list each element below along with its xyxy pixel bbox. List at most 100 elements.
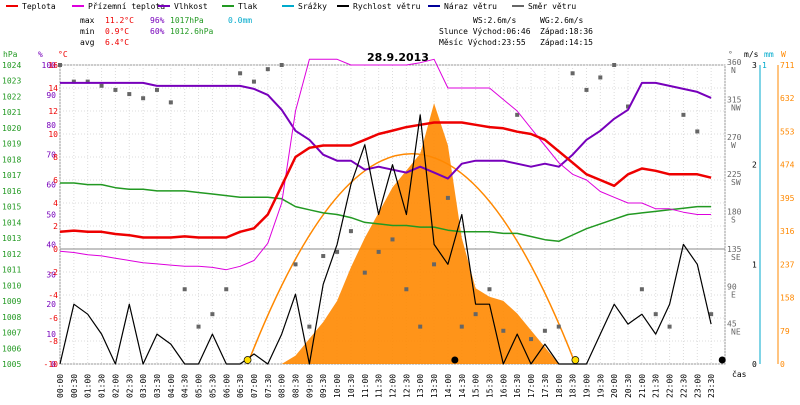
temp-tick: 4: [53, 199, 58, 208]
dir-tick-deg: 225: [727, 170, 742, 179]
dir-tick-name: NW: [731, 103, 741, 112]
wind-direction-point: [376, 249, 381, 254]
temp-tick: -2: [48, 268, 58, 277]
wind-direction-point: [251, 79, 256, 84]
time-tick: 11:00: [361, 374, 370, 398]
time-tick: 11:30: [375, 374, 384, 398]
temp-tick: 2: [53, 222, 58, 231]
stats-block: max 11.2°C 96% 1017hPa 0.0mm min 0.9°C 6…: [80, 16, 252, 47]
time-tick: 09:00: [305, 374, 314, 398]
ms-tick: 2: [752, 161, 757, 170]
series-line-press: [60, 182, 712, 243]
pct-tick: 40: [46, 240, 56, 249]
temp-tick: 8: [53, 153, 58, 162]
dir-tick-deg: 270: [727, 133, 742, 142]
ms-tick: 1: [752, 260, 757, 269]
wind-direction-point: [71, 79, 76, 84]
stats-avg-temp: 6.4°C: [105, 38, 129, 47]
stats-min-temp: 0.9°C: [105, 27, 129, 36]
w-tick: 237: [780, 260, 795, 269]
info-block: WS:2.6m/s WG:2.6m/s Slunce Východ:06:46 …: [439, 16, 593, 47]
wind-direction-point: [113, 87, 118, 92]
time-tick: 03:30: [153, 374, 162, 398]
stats-max-rain: 0.0mm: [228, 16, 252, 25]
time-tick: 05:30: [208, 374, 217, 398]
axis-unit-time: čas: [732, 369, 747, 379]
info-moon: Měsíc Východ:23:55: [439, 38, 526, 47]
hpa-tick: 1005: [2, 360, 21, 369]
solar-layer: [60, 103, 712, 365]
time-tick: 14:30: [458, 374, 467, 398]
series-line-wind: [59, 114, 712, 365]
chart-title: 28.9.2013: [367, 51, 429, 64]
temp-tick: -6: [48, 314, 58, 323]
hpa-tick: 1016: [2, 187, 21, 196]
temp-tick: -4: [48, 291, 58, 300]
time-tick: 06:30: [236, 374, 245, 398]
axis-unit-degc: °C: [58, 50, 68, 59]
legend-label-6: Náraz větru: [444, 2, 497, 11]
time-tick: 21:30: [652, 374, 661, 398]
legend-label-4: Srážky: [298, 2, 327, 11]
pct-tick: 90: [46, 91, 56, 100]
time-tick: 00:30: [70, 374, 79, 398]
time-tick: 06:00: [222, 374, 231, 398]
temp-tick: 12: [48, 107, 58, 116]
pct-tick: 70: [46, 151, 56, 160]
time-tick: 21:00: [638, 374, 647, 398]
w-tick: 158: [780, 294, 795, 303]
pct-tick: 30: [46, 270, 56, 279]
time-tick: 04:00: [167, 374, 176, 398]
pct-tick: 50: [46, 211, 56, 220]
hpa-tick: 1015: [2, 203, 21, 212]
wind-direction-point: [127, 92, 132, 97]
time-tick: 12:00: [389, 374, 398, 398]
temp-tick: -10: [44, 360, 59, 369]
pct-tick: 60: [46, 181, 56, 190]
wind-direction-point: [667, 324, 672, 329]
time-tick: 07:30: [264, 374, 273, 398]
time-tick: 22:00: [666, 374, 675, 398]
time-tick: 04:30: [181, 374, 190, 398]
hpa-tick: 1013: [2, 234, 21, 243]
stats-min-label: min: [80, 27, 95, 36]
hpa-tick: 1010: [2, 281, 21, 290]
stats-max-press: 1017hPa: [170, 16, 204, 25]
time-tick: 20:30: [624, 374, 633, 398]
wind-direction-point: [529, 337, 534, 342]
time-tick: 15:00: [472, 374, 481, 398]
dir-tick-deg: 360: [727, 58, 742, 67]
time-tick: 02:00: [111, 374, 120, 398]
legend-label-7: Směr větru: [528, 2, 576, 11]
wind-direction-point: [210, 312, 215, 317]
stats-max-temp: 11.2°C: [105, 16, 134, 25]
wind-direction-point: [459, 324, 464, 329]
pct-tick: 100: [42, 61, 57, 70]
moonset-marker: [451, 356, 459, 364]
hpa-tick: 1014: [2, 218, 21, 227]
w-tick: 316: [780, 227, 795, 236]
pct-tick: 0: [51, 360, 56, 369]
temp-tick: 10: [48, 130, 58, 139]
dir-tick-deg: 180: [727, 208, 742, 217]
temp-tick: 6: [53, 176, 58, 185]
wind-direction-point: [196, 324, 201, 329]
wind-direction-point: [695, 129, 700, 134]
hpa-tick: 1024: [2, 61, 21, 70]
dir-tick-name: N: [731, 66, 736, 75]
time-tick: 16:00: [499, 374, 508, 398]
wind-direction-point: [515, 112, 520, 117]
dir-tick-deg: 45: [727, 320, 737, 329]
moonrise-marker: [718, 356, 726, 364]
time-tick: 03:00: [139, 374, 148, 398]
legend-label-0: Teplota: [22, 2, 56, 11]
left-axes: 1024102310221021102010191018101710161015…: [2, 61, 58, 369]
temp-tick: -8: [48, 337, 58, 346]
info-ws: WS:2.6m/s: [473, 16, 517, 25]
wind-direction-point: [238, 71, 243, 76]
wind-direction-point: [473, 312, 478, 317]
w-tick: 632: [780, 94, 795, 103]
hpa-tick: 1012: [2, 250, 21, 259]
